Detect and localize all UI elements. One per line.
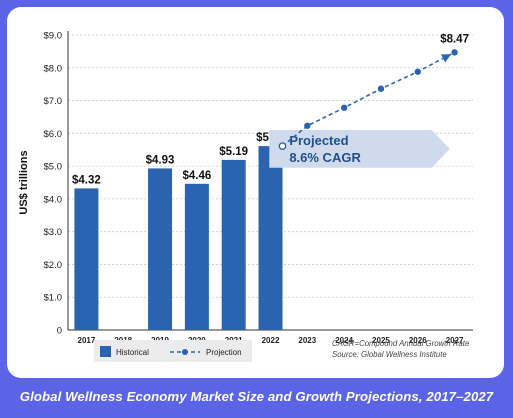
x-tick-label: 2017 [78,336,96,345]
x-tick-label: 2026 [409,336,427,345]
x-tick-label: 2023 [298,336,316,345]
projection-point [304,122,311,129]
data-label: $8.47 [440,33,469,45]
projection-point [451,49,458,56]
y-tick-label: $9.0 [44,31,63,42]
historical-bar [184,183,209,330]
legend-projection-label: Projection [206,348,242,357]
historical-bar [74,188,99,330]
historical-bar [148,168,173,330]
historical-bar [258,146,283,330]
x-tick-label: 2025 [372,336,390,345]
projection-point [377,85,385,92]
projection-line [281,51,455,147]
y-tick-label: $3.0 [44,227,63,238]
legend-historical-swatch [100,346,111,357]
chart-card: 0 $1.0 $2.0 $3.0 $4.0 $5.0 $6.0 $7.0 $8.0 $9.0 US$… [7,7,504,378]
y-tick-label: $4.0 [44,194,63,205]
data-label: $4.46 [182,170,211,182]
y-axis-label: US$ trillions [18,150,30,214]
y-tick-label: $2.0 [44,260,63,271]
y-tick-label: $6.0 [44,129,63,140]
projection-start-point [278,142,287,151]
x-tick-label: 2024 [335,336,353,345]
x-tick-label: 2027 [446,336,464,345]
chart-caption: Global Wellness Economy Market Size and … [19,389,494,404]
legend-projection-marker [182,349,188,355]
legend-box [94,340,252,362]
y-tick-label: $8.0 [44,63,63,74]
x-tick-label: 2022 [262,336,280,345]
projection-point [414,68,421,75]
note-source: Source: Global Wellness Institute [332,350,447,359]
y-tick-label: 0 [57,326,62,337]
projection-arrowhead [440,54,452,63]
data-label: $4.93 [146,154,175,166]
y-tick-label: $1.0 [44,293,63,304]
wellness-chart: 0 $1.0 $2.0 $3.0 $4.0 $5.0 $6.0 $7.0 $8.0 $9.0 US$… [18,31,473,362]
note-cagr: CAGR=Compound Annual Growth Rate [332,339,470,348]
data-label: $5.19 [219,146,248,158]
legend-historical-label: Historical [116,348,149,357]
y-tick-label: $7.0 [44,96,63,107]
cagr-callout-line2: 8.6% CAGR [289,150,361,165]
cagr-callout-shape [269,130,450,168]
projection-point [340,104,348,111]
data-label: $4.32 [72,174,101,186]
cagr-callout-line1: Projected [289,133,348,148]
y-tick-label: $5.0 [44,162,63,173]
historical-bar [221,159,246,330]
